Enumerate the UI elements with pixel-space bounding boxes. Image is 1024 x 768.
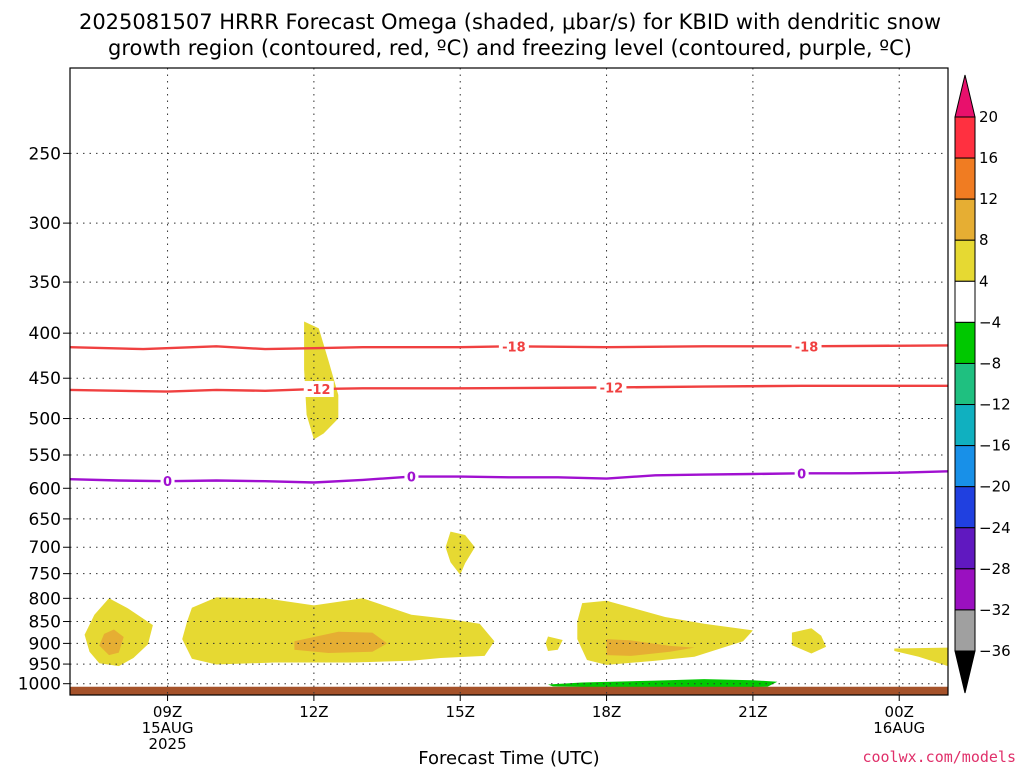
- x-tick-label: 21Z: [738, 703, 767, 721]
- contour-line-0: [69, 344, 949, 351]
- colorbar-segment: [954, 116, 976, 159]
- colorbar-label: 8: [979, 231, 989, 249]
- contour-label: 0: [163, 475, 172, 490]
- omega-region-5: [577, 600, 753, 665]
- colorbar-label: −4: [979, 313, 1001, 331]
- ground-surface: [70, 686, 948, 695]
- y-tick-label: 650: [29, 510, 61, 530]
- plot-fill-layer: [70, 321, 948, 695]
- contour-label-bg: [596, 379, 627, 396]
- colorbar-top-arrow: [954, 74, 976, 118]
- x-tick-label: 15AUG: [142, 719, 194, 737]
- colorbar-segment: [954, 362, 976, 406]
- colorbar-segment: [954, 157, 976, 200]
- x-tick-label: 12Z: [299, 703, 328, 721]
- y-tick-label: 900: [29, 634, 61, 654]
- contour-label: 0: [797, 467, 806, 482]
- contour-label: 0: [407, 471, 416, 486]
- contour-label: -12: [307, 383, 331, 398]
- y-tick-label: 750: [29, 565, 61, 585]
- colorbar-segment: [954, 321, 976, 364]
- contour-label-bg: [160, 473, 175, 490]
- contour-label-bg: [303, 381, 334, 398]
- colorbar-segment: [954, 445, 976, 488]
- omega-region-4: [545, 636, 563, 651]
- x-tick-label: 15Z: [446, 703, 475, 721]
- contour-label-bg: [404, 468, 419, 485]
- colorbar: 20 16 12 8 4 −4 −8 −12 −16 −20 −24 −28 −32 −36: [954, 74, 1011, 694]
- credit-text: coolwx.com/models: [862, 748, 1016, 766]
- omega-region-7: [894, 647, 948, 667]
- x-tick-label: 2025: [148, 735, 186, 753]
- contour-label-bg: [498, 338, 529, 355]
- y-tick-label: 950: [29, 655, 61, 675]
- contour-label-bg: [794, 465, 809, 482]
- omega-region-6: [791, 628, 827, 654]
- contour-label: -12: [600, 381, 624, 396]
- y-tick-label: 550: [29, 446, 61, 466]
- colorbar-label: −16: [979, 437, 1011, 455]
- y-axis-ticks: 2503003504004505005506006507007508008509…: [18, 144, 70, 695]
- colorbar-label: 12: [979, 190, 998, 208]
- x-tick-label: 16AUG: [873, 719, 925, 737]
- colorbar-segment: [954, 239, 976, 282]
- plot-grid: [70, 68, 948, 695]
- omega-region-2: [84, 598, 153, 667]
- colorbar-segment: [954, 609, 976, 652]
- colorbar-segment: [954, 486, 976, 529]
- colorbar-label: −12: [979, 396, 1011, 414]
- contour-line-1: [69, 384, 948, 393]
- colorbar-label: −32: [979, 601, 1011, 619]
- x-tick-label: 18Z: [592, 703, 621, 721]
- colorbar-label: 16: [979, 149, 998, 167]
- contour-label: -18: [502, 340, 526, 355]
- contour-line-2: [69, 470, 949, 484]
- x-tick-label: 00Z: [885, 703, 914, 721]
- colorbar-bottom-arrow: [954, 650, 976, 694]
- colorbar-segment: [954, 568, 976, 611]
- y-tick-label: 400: [29, 324, 61, 344]
- colorbar-label: −24: [979, 519, 1011, 537]
- y-tick-label: 600: [29, 479, 61, 499]
- plot-frame: [69, 67, 949, 696]
- colorbar-segment: [954, 404, 976, 447]
- y-tick-label: 250: [29, 144, 61, 164]
- y-tick-label: 300: [29, 214, 61, 234]
- contour-layer: -18 -18 -12 -12 0 0 0: [69, 338, 949, 490]
- y-tick-label: 1000: [18, 675, 61, 695]
- y-tick-label: 700: [29, 538, 61, 558]
- y-tick-label: 450: [29, 369, 61, 389]
- colorbar-label: −20: [979, 478, 1011, 496]
- omega-region-3: [182, 597, 495, 665]
- colorbar-label: −36: [979, 642, 1011, 660]
- y-tick-label: 800: [29, 589, 61, 609]
- y-tick-label: 850: [29, 613, 61, 633]
- chart-title-line-2: growth region (contoured, red, ºC) and f…: [108, 36, 912, 60]
- x-axis-title: Forecast Time (UTC): [418, 748, 599, 768]
- omega-region-8: [99, 629, 124, 656]
- colorbar-label: 20: [979, 108, 998, 126]
- colorbar-segment: [954, 280, 976, 323]
- chart-title-line-1: 2025081507 HRRR Forecast Omega (shaded, …: [79, 10, 941, 34]
- contour-label: -18: [795, 340, 819, 355]
- colorbar-label: −8: [979, 354, 1001, 372]
- colorbar-segment: [954, 527, 976, 570]
- y-tick-label: 350: [29, 273, 61, 293]
- x-tick-label: 09Z: [153, 703, 182, 721]
- omega-region-1: [445, 531, 475, 575]
- colorbar-segment: [954, 198, 976, 241]
- omega-region-0: [304, 321, 339, 440]
- omega-region-10: [606, 639, 695, 656]
- omega-region-9: [294, 631, 388, 653]
- y-tick-label: 500: [29, 410, 61, 430]
- contour-label-bg: [791, 338, 822, 355]
- colorbar-label: −28: [979, 560, 1011, 578]
- colorbar-label: 4: [979, 272, 989, 290]
